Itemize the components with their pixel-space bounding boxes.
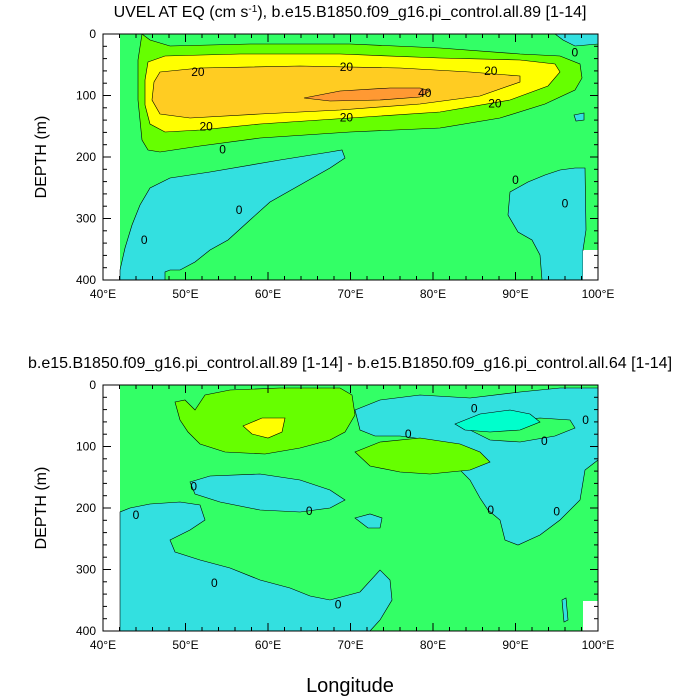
contour-label: 0 bbox=[141, 233, 148, 247]
x-tick-label: 60°E bbox=[255, 287, 281, 301]
contour-label: 0 bbox=[582, 413, 589, 427]
panel-2-title: b.e15.B1850.f09_g16.pi_control.all.89 [1… bbox=[28, 355, 672, 372]
contour-label: 0 bbox=[306, 504, 313, 518]
panel-1-cyan-lower-right bbox=[507, 167, 587, 280]
panel-2-cyan-blob-center bbox=[354, 513, 383, 529]
x-tick-label: 100°E bbox=[582, 287, 615, 301]
contour-label: 0 bbox=[219, 143, 226, 157]
panel-1-axes: 40°E 50°E 60°E 70°E 80°E 90°E 100°E01002003004… bbox=[76, 27, 614, 301]
panel-2-contours bbox=[119, 385, 598, 631]
y-tick-label: 0 bbox=[89, 378, 96, 392]
x-tick-label: 60°E bbox=[255, 638, 281, 652]
contour-label: 20 bbox=[191, 65, 205, 79]
contour-label: 0 bbox=[405, 427, 412, 441]
contour-label: 0 bbox=[190, 479, 197, 493]
contour-label: 20 bbox=[484, 64, 498, 78]
panel-1-cyan-top-right bbox=[554, 34, 598, 47]
panel-2-contour-labels: 0 0 0 0 0 0 0 0 0 0 0 bbox=[133, 401, 590, 611]
panel-1-cyan-blob-right bbox=[573, 112, 585, 122]
panel-2-xlabel: Longitude bbox=[306, 675, 394, 697]
contour-label: 0 bbox=[572, 45, 579, 59]
panel-2-cyan-mid-left bbox=[189, 473, 346, 513]
panel-1-contours bbox=[119, 34, 598, 280]
panel-1-title: UVEL AT EQ (cm s-1), b.e15.B1850.f09_g16… bbox=[114, 4, 587, 21]
panel-1-cyan-lower-left bbox=[119, 149, 346, 280]
panel-2-missing-data bbox=[583, 601, 598, 631]
y-tick-label: 0 bbox=[89, 27, 96, 41]
y-tick-label: 400 bbox=[76, 273, 96, 287]
contour-label: 20 bbox=[340, 111, 354, 125]
panel-1-missing-data bbox=[583, 251, 598, 280]
contour-label: 0 bbox=[541, 434, 548, 448]
y-tick-label: 100 bbox=[76, 89, 96, 103]
panel-1-contour-labels: 20 20 20 40 20 20 20 0 0 0 0 0 0 bbox=[141, 45, 579, 247]
panel-2-axes: 40°E 50°E 60°E 70°E 80°E 90°E 100°E 0 100 200 300 4… bbox=[76, 378, 614, 652]
x-tick-label: 80°E bbox=[420, 638, 446, 652]
x-tick-label: 70°E bbox=[337, 638, 363, 652]
contour-label: 0 bbox=[512, 173, 519, 187]
contour-label: 0 bbox=[133, 508, 140, 522]
panel-1-ylabel: DEPTH (m) bbox=[33, 116, 50, 199]
contour-label: 0 bbox=[335, 598, 342, 612]
y-tick-label: 300 bbox=[76, 563, 96, 577]
panel-1-jet-orange bbox=[303, 87, 431, 102]
panel-1-right-strip bbox=[583, 34, 598, 250]
contour-label: 0 bbox=[487, 503, 494, 517]
y-tick-label: 400 bbox=[76, 624, 96, 638]
panel-2-cyan-sliver bbox=[561, 597, 569, 623]
x-tick-label: 40°E bbox=[90, 287, 116, 301]
x-tick-label: 90°E bbox=[502, 287, 528, 301]
contour-label: 0 bbox=[236, 203, 243, 217]
contour-label: 0 bbox=[471, 401, 478, 415]
contour-label: 0 bbox=[211, 576, 218, 590]
panel-2-green-center bbox=[354, 437, 491, 475]
y-tick-label: 300 bbox=[76, 212, 96, 226]
y-tick-label: 200 bbox=[76, 501, 96, 515]
panel-2-yellow-spot bbox=[242, 417, 286, 439]
contour-label: 20 bbox=[340, 60, 354, 74]
contour-label: 0 bbox=[553, 505, 560, 519]
panel-2-ylabel: DEPTH (m) bbox=[33, 467, 50, 550]
x-tick-label: 40°E bbox=[90, 638, 116, 652]
panel-1: UVEL AT EQ (cm s-1), b.e15.B1850.f09_g16… bbox=[33, 4, 614, 301]
y-tick-label: 100 bbox=[76, 440, 96, 454]
panel-2: b.e15.B1850.f09_g16.pi_control.all.89 [1… bbox=[28, 355, 672, 697]
contour-label: 20 bbox=[488, 96, 502, 110]
contour-label: 20 bbox=[199, 119, 213, 133]
panel-2-aqua-patch bbox=[454, 409, 541, 433]
y-tick-label: 200 bbox=[76, 150, 96, 164]
x-tick-label: 90°E bbox=[502, 638, 528, 652]
contour-label: 40 bbox=[418, 86, 432, 100]
panel-2-cyan-lower-left bbox=[119, 501, 393, 631]
x-tick-label: 80°E bbox=[420, 287, 446, 301]
x-tick-label: 70°E bbox=[337, 287, 363, 301]
x-tick-label: 50°E bbox=[172, 287, 198, 301]
contour-label: 0 bbox=[562, 197, 569, 211]
x-tick-label: 50°E bbox=[172, 638, 198, 652]
x-tick-label: 100°E bbox=[582, 638, 615, 652]
